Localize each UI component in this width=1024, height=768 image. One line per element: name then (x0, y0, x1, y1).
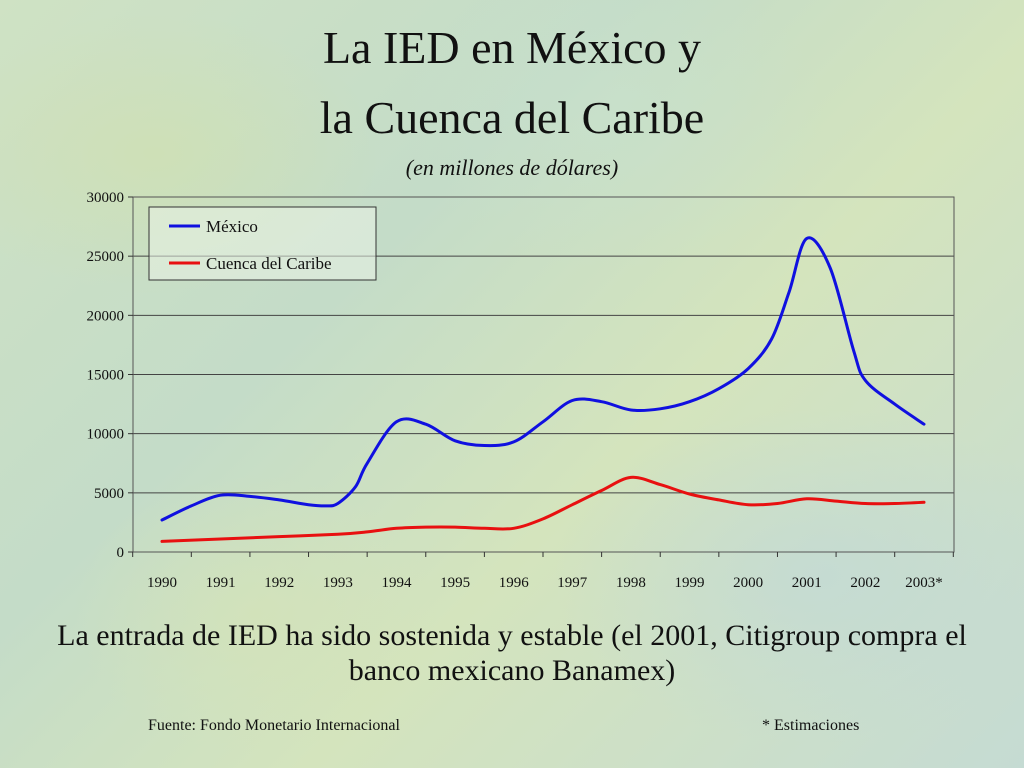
series-line-mexico (160, 236, 926, 522)
y-tick-label: 0 (117, 545, 125, 561)
legend-box (148, 206, 377, 281)
y-tick-label: 10000 (87, 427, 125, 443)
x-tick-label: 1990 (147, 575, 177, 591)
y-tick-label: 30000 (87, 190, 125, 206)
series-line-caribe (160, 475, 926, 543)
series-lines (160, 236, 926, 543)
gridlines (133, 255, 954, 494)
slide-title-line-1: La IED en México y (322, 22, 702, 73)
x-tick-label: 1993 (323, 575, 353, 591)
x-tick-label: 1999 (675, 575, 705, 591)
x-tick-label: 2001 (792, 575, 822, 591)
y-tick-label: 5000 (94, 486, 124, 502)
x-tick-label: 1996 (499, 575, 530, 591)
x-tick-label: 2003* (905, 575, 943, 591)
x-tick-label: 2002 (850, 575, 880, 591)
estimates-note: * Estimaciones (762, 717, 860, 734)
legend-label-mexico: México (206, 217, 258, 236)
x-tick-label: 1994 (381, 575, 412, 591)
x-tick-label: 1992 (264, 575, 294, 591)
y-tick-label: 25000 (87, 249, 125, 265)
chart-legend: México Cuenca del Caribe (148, 206, 377, 281)
y-tick-label: 15000 (87, 368, 125, 384)
x-tick-label: 1991 (206, 575, 236, 591)
x-tick-label: 2000 (733, 575, 763, 591)
x-tick-label: 1998 (616, 575, 646, 591)
x-tick-label: 1995 (440, 575, 470, 591)
source-note: Fuente: Fondo Monetario Internacional (148, 717, 400, 734)
x-axis: 1990 1991 1992 1993 1994 1995 1996 1997 1998 1999… (132, 552, 954, 591)
slide-caption: La entrada de IED ha sido sostenida y es… (57, 619, 967, 687)
y-axis: 0 5000 10000 15000 20000 25000 30000 (87, 190, 133, 561)
x-tick-label: 1997 (557, 575, 588, 591)
slide-title-line-2: la Cuenca del Caribe (319, 92, 705, 143)
slide-subtitle: (en millones de dólares) (405, 155, 619, 180)
y-tick-label: 20000 (87, 308, 125, 324)
legend-label-caribe: Cuenca del Caribe (206, 254, 332, 273)
